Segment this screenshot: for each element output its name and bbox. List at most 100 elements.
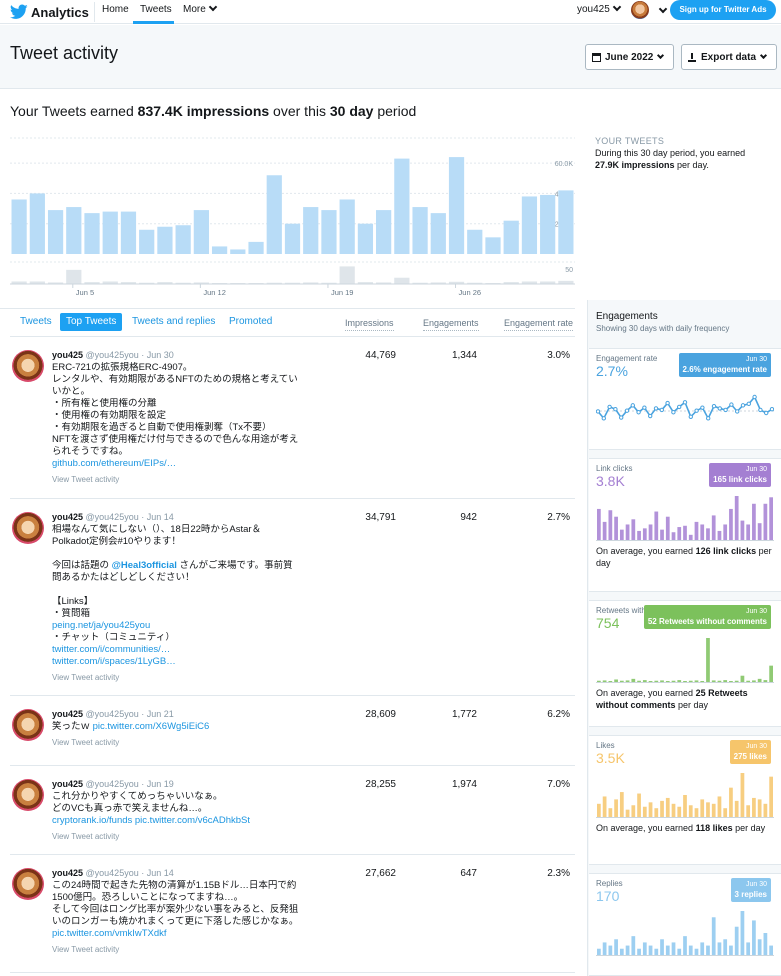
engagement-bar[interactable] xyxy=(734,496,739,540)
engagement-rate-point[interactable] xyxy=(624,408,630,413)
engagement-bar[interactable] xyxy=(597,948,601,955)
tweet-line[interactable]: cryptorank.io/funds pic.twitter.com/v6cA… xyxy=(52,815,250,826)
engagement-bar[interactable] xyxy=(602,521,607,540)
engagement-bar[interactable] xyxy=(637,680,641,682)
column-impressions[interactable]: Impressions xyxy=(345,318,394,331)
impressions-bar[interactable] xyxy=(485,237,501,254)
column-engagements[interactable]: Engagements xyxy=(423,318,479,331)
engagement-bar[interactable] xyxy=(717,796,722,817)
impressions-bar[interactable] xyxy=(448,157,465,254)
tab-top-tweets[interactable]: Top Tweets xyxy=(60,313,123,331)
engagement-bar[interactable] xyxy=(619,948,624,955)
engagement-bar[interactable] xyxy=(717,530,722,540)
engagement-bar[interactable] xyxy=(614,939,618,955)
engagement-bar[interactable] xyxy=(671,942,676,955)
nav-tweets-link[interactable]: Tweets xyxy=(140,4,172,15)
engagement-bar[interactable] xyxy=(706,945,710,955)
engagement-bar[interactable] xyxy=(694,521,699,540)
engagement-bar[interactable] xyxy=(740,520,745,540)
impressions-bar[interactable] xyxy=(540,194,556,254)
tweet-username[interactable]: you425 xyxy=(52,350,84,360)
engagements-bar[interactable] xyxy=(321,282,337,284)
engagement-bar[interactable] xyxy=(619,792,624,817)
engagement-bar[interactable] xyxy=(740,675,745,682)
engagement-bar[interactable] xyxy=(729,945,733,955)
engagement-bar[interactable] xyxy=(637,530,641,540)
engagement-bar[interactable] xyxy=(763,803,768,817)
engagement-bar[interactable] xyxy=(642,806,647,817)
tweet-line[interactable]: twitter.com/i/communities/… xyxy=(52,644,171,655)
engagement-bar[interactable] xyxy=(694,948,699,955)
tweet-row[interactable]: you425 @you425you · Jun 21 笑ったｗ pic.twitt… xyxy=(10,696,575,766)
engagement-bar[interactable] xyxy=(729,681,733,682)
engagement-bar[interactable] xyxy=(729,508,733,540)
engagement-bar[interactable] xyxy=(660,939,664,955)
engagement-bar[interactable] xyxy=(654,948,659,955)
view-tweet-activity-link[interactable]: View Tweet activity xyxy=(52,673,120,682)
tweet-row[interactable]: you425 @you425you · Jun 30 ERC-721の拡張規格ER… xyxy=(10,337,575,499)
engagement-rate-point[interactable] xyxy=(729,402,734,407)
engagement-rate-point[interactable] xyxy=(694,408,699,413)
tweet-username[interactable]: you425 xyxy=(52,779,84,789)
impressions-bar[interactable] xyxy=(29,193,45,254)
engagement-card[interactable]: Replies 170 Jun 30 3 replies xyxy=(589,873,781,976)
engagement-bar[interactable] xyxy=(723,680,728,682)
engagement-rate-point[interactable] xyxy=(659,407,665,413)
engagement-bar[interactable] xyxy=(654,680,659,682)
engagement-bar[interactable] xyxy=(648,524,653,540)
nav-more-menu[interactable]: More xyxy=(183,2,218,15)
engagement-bar[interactable] xyxy=(614,679,618,682)
tab-promoted[interactable]: Promoted xyxy=(229,316,273,327)
engagement-bar[interactable] xyxy=(642,942,647,955)
tweet-username[interactable]: you425 xyxy=(52,512,84,522)
impressions-bar[interactable] xyxy=(503,220,519,254)
engagements-bar[interactable] xyxy=(540,281,556,284)
engagements-bar[interactable] xyxy=(266,282,282,284)
engagement-bar[interactable] xyxy=(642,680,647,682)
engagements-bar[interactable] xyxy=(66,269,82,284)
tweet-line[interactable]: peing.net/ja/you425you xyxy=(52,620,151,631)
impressions-bar[interactable] xyxy=(175,225,191,254)
impressions-bar[interactable] xyxy=(248,241,264,254)
engagement-bar[interactable] xyxy=(608,510,613,540)
engagement-rate-point[interactable] xyxy=(671,410,676,415)
signup-ads-button[interactable]: Sign up for Twitter Ads xyxy=(670,0,776,20)
impressions-bar[interactable] xyxy=(284,223,301,254)
engagements-bar[interactable] xyxy=(521,281,538,284)
engagement-rate-point[interactable] xyxy=(688,414,694,420)
tweet-row[interactable]: you425 @you425you · Jun 19 これ分かりやすくてめっちゃい… xyxy=(10,766,575,855)
impressions-bar[interactable] xyxy=(47,210,64,254)
engagement-bar[interactable] xyxy=(665,797,670,817)
engagement-rate-point[interactable] xyxy=(700,405,705,410)
view-tweet-activity-link[interactable]: View Tweet activity xyxy=(52,945,120,954)
engagement-bar[interactable] xyxy=(654,808,659,817)
engagement-rate-point[interactable] xyxy=(601,416,607,421)
engagement-bar[interactable] xyxy=(671,803,676,817)
engagement-rate-point[interactable] xyxy=(706,416,711,421)
engagement-bar[interactable] xyxy=(763,680,768,682)
view-tweet-activity-link[interactable]: View Tweet activity xyxy=(52,832,120,841)
engagements-bar[interactable] xyxy=(430,282,446,284)
impressions-bar[interactable] xyxy=(394,158,410,254)
engagement-rate-point[interactable] xyxy=(746,401,752,407)
tweet-row[interactable]: you425 @you425you · Jun 14 相場なんて気にしない（）、1… xyxy=(10,499,575,696)
impressions-bar[interactable] xyxy=(211,246,228,254)
engagement-bar[interactable] xyxy=(769,776,773,817)
impressions-bar[interactable] xyxy=(230,249,246,254)
engagement-rate-point[interactable] xyxy=(619,415,624,420)
export-data-button[interactable]: Export data xyxy=(681,44,777,70)
engagement-bar[interactable] xyxy=(752,920,756,955)
engagement-bar[interactable] xyxy=(602,942,607,955)
engagement-bar[interactable] xyxy=(597,680,601,682)
engagement-bar[interactable] xyxy=(665,516,670,540)
engagement-rate-point[interactable] xyxy=(653,406,659,411)
tweet-row[interactable]: you425 @you425you · Jun 14 この24時間で起きた先物の清… xyxy=(10,855,575,973)
engagement-bar[interactable] xyxy=(683,795,687,817)
engagement-bar[interactable] xyxy=(648,681,653,682)
engagements-bar[interactable] xyxy=(394,277,410,284)
engagement-bar[interactable] xyxy=(746,942,751,955)
engagement-rate-point[interactable] xyxy=(636,410,641,415)
engagement-rate-point[interactable] xyxy=(769,406,774,412)
engagement-bar[interactable] xyxy=(688,534,693,540)
engagement-bar[interactable] xyxy=(660,680,664,682)
